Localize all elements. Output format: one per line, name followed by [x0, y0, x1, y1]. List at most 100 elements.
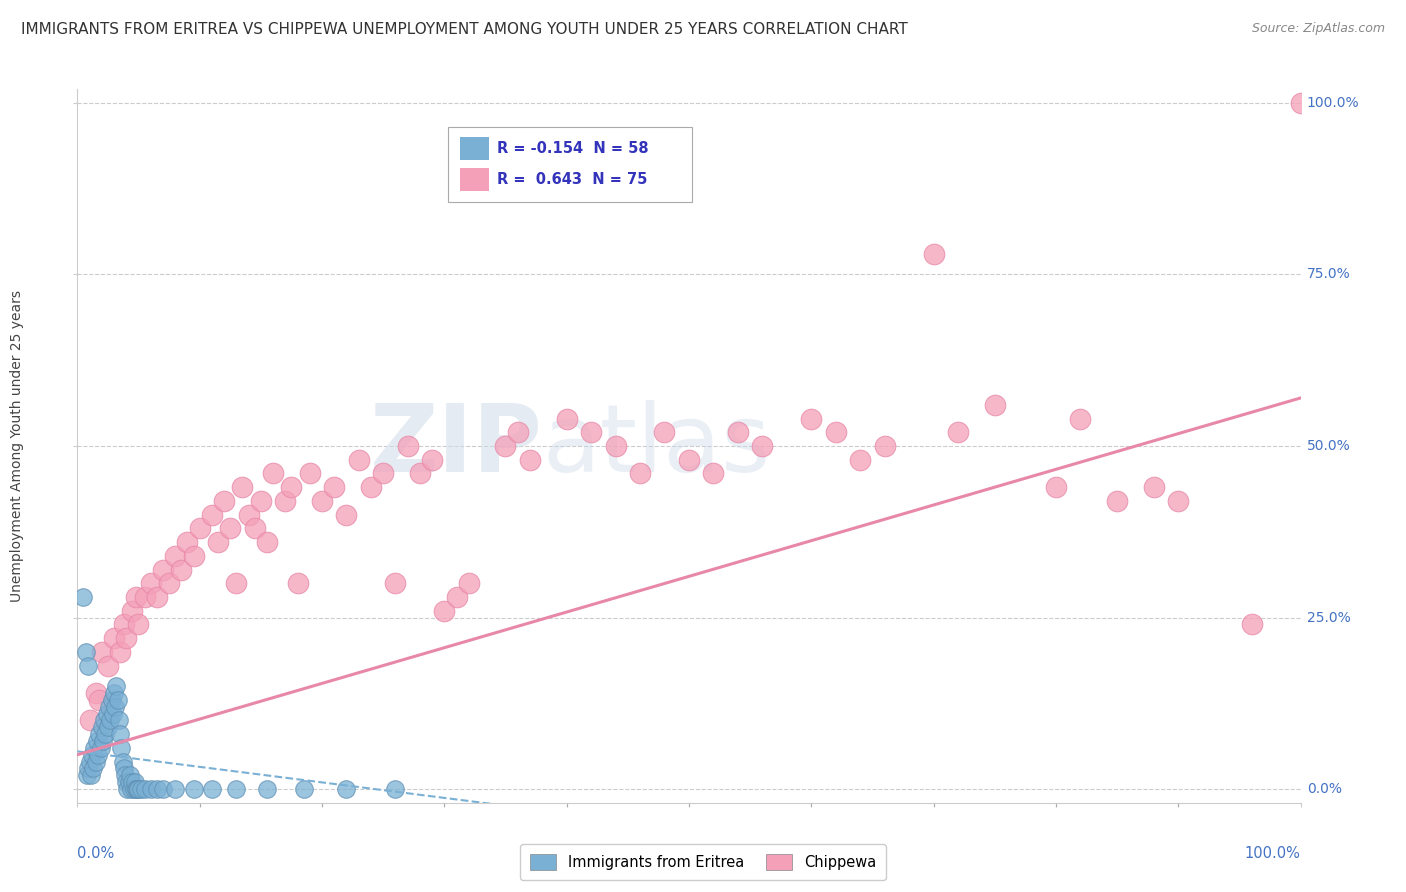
Point — [165, 782, 187, 797]
Point — [287, 576, 309, 591]
Point — [111, 755, 134, 769]
Point — [134, 590, 156, 604]
Point — [94, 727, 117, 741]
Point — [86, 734, 108, 748]
Point — [115, 631, 138, 645]
Point — [87, 747, 110, 762]
Point — [360, 480, 382, 494]
Point — [89, 693, 111, 707]
Point — [125, 782, 148, 797]
Point — [127, 617, 149, 632]
Point — [243, 521, 266, 535]
Point — [104, 699, 127, 714]
Point — [134, 782, 156, 797]
Point — [118, 768, 141, 782]
Point — [127, 782, 149, 797]
Text: atlas: atlas — [543, 400, 770, 492]
Text: 0.0%: 0.0% — [77, 846, 114, 861]
Text: R =  0.643  N = 75: R = 0.643 N = 75 — [496, 172, 647, 187]
Point — [1069, 411, 1091, 425]
Point — [849, 452, 872, 467]
Point — [628, 467, 651, 481]
Point — [108, 727, 131, 741]
Point — [101, 706, 124, 721]
Point — [201, 508, 224, 522]
Point — [311, 494, 333, 508]
Point — [76, 768, 98, 782]
Point — [115, 775, 138, 789]
Point — [678, 452, 700, 467]
Point — [605, 439, 627, 453]
Point — [231, 480, 253, 494]
Point — [112, 617, 135, 632]
Text: 100.0%: 100.0% — [1306, 96, 1360, 110]
Point — [335, 508, 357, 522]
Point — [98, 699, 121, 714]
Point — [433, 604, 456, 618]
Point — [105, 679, 128, 693]
Point — [89, 727, 111, 741]
Point — [96, 706, 118, 721]
Point — [420, 452, 443, 467]
Point — [80, 768, 103, 782]
Text: IMMIGRANTS FROM ERITREA VS CHIPPEWA UNEMPLOYMENT AMONG YOUTH UNDER 25 YEARS CORR: IMMIGRANTS FROM ERITREA VS CHIPPEWA UNEM… — [21, 22, 908, 37]
Point — [108, 714, 131, 728]
Point — [335, 782, 357, 797]
Point — [79, 714, 101, 728]
Point — [751, 439, 773, 453]
Point — [274, 494, 297, 508]
Point — [84, 755, 107, 769]
Point — [409, 467, 432, 481]
Point — [922, 247, 945, 261]
Point — [165, 549, 187, 563]
Point — [152, 562, 174, 576]
Text: 75.0%: 75.0% — [1306, 268, 1350, 282]
Point — [225, 576, 247, 591]
Point — [225, 782, 247, 797]
Point — [97, 658, 120, 673]
Point — [457, 576, 479, 591]
Point — [77, 658, 100, 673]
Point — [984, 398, 1007, 412]
Point — [495, 439, 517, 453]
Point — [555, 411, 578, 425]
Point — [298, 467, 321, 481]
Point — [800, 411, 823, 425]
Text: 0.0%: 0.0% — [1306, 782, 1341, 796]
Point — [201, 782, 224, 797]
Point — [170, 562, 193, 576]
Text: Unemployment Among Youth under 25 years: Unemployment Among Youth under 25 years — [10, 290, 24, 602]
Point — [121, 775, 143, 789]
Point — [117, 782, 139, 797]
Point — [90, 720, 112, 734]
Point — [1143, 480, 1166, 494]
Point — [103, 631, 125, 645]
Point — [82, 762, 104, 776]
Text: Source: ZipAtlas.com: Source: ZipAtlas.com — [1251, 22, 1385, 36]
Point — [91, 734, 114, 748]
Point — [1167, 494, 1189, 508]
Point — [146, 782, 169, 797]
Point — [727, 425, 749, 440]
Point — [110, 740, 132, 755]
Point — [446, 590, 468, 604]
Point — [72, 590, 94, 604]
Point — [139, 576, 162, 591]
Point — [79, 755, 101, 769]
Text: 25.0%: 25.0% — [1306, 610, 1350, 624]
Point — [90, 645, 112, 659]
Point — [506, 425, 529, 440]
Point — [256, 782, 278, 797]
Point — [519, 452, 541, 467]
Text: R = -0.154  N = 58: R = -0.154 N = 58 — [496, 141, 648, 156]
Text: 50.0%: 50.0% — [1306, 439, 1350, 453]
Point — [107, 693, 129, 707]
Point — [139, 782, 162, 797]
Point — [121, 604, 143, 618]
Point — [280, 480, 302, 494]
Point — [118, 775, 141, 789]
Point — [347, 452, 370, 467]
Point — [384, 782, 406, 797]
Point — [176, 535, 198, 549]
Point — [114, 768, 136, 782]
